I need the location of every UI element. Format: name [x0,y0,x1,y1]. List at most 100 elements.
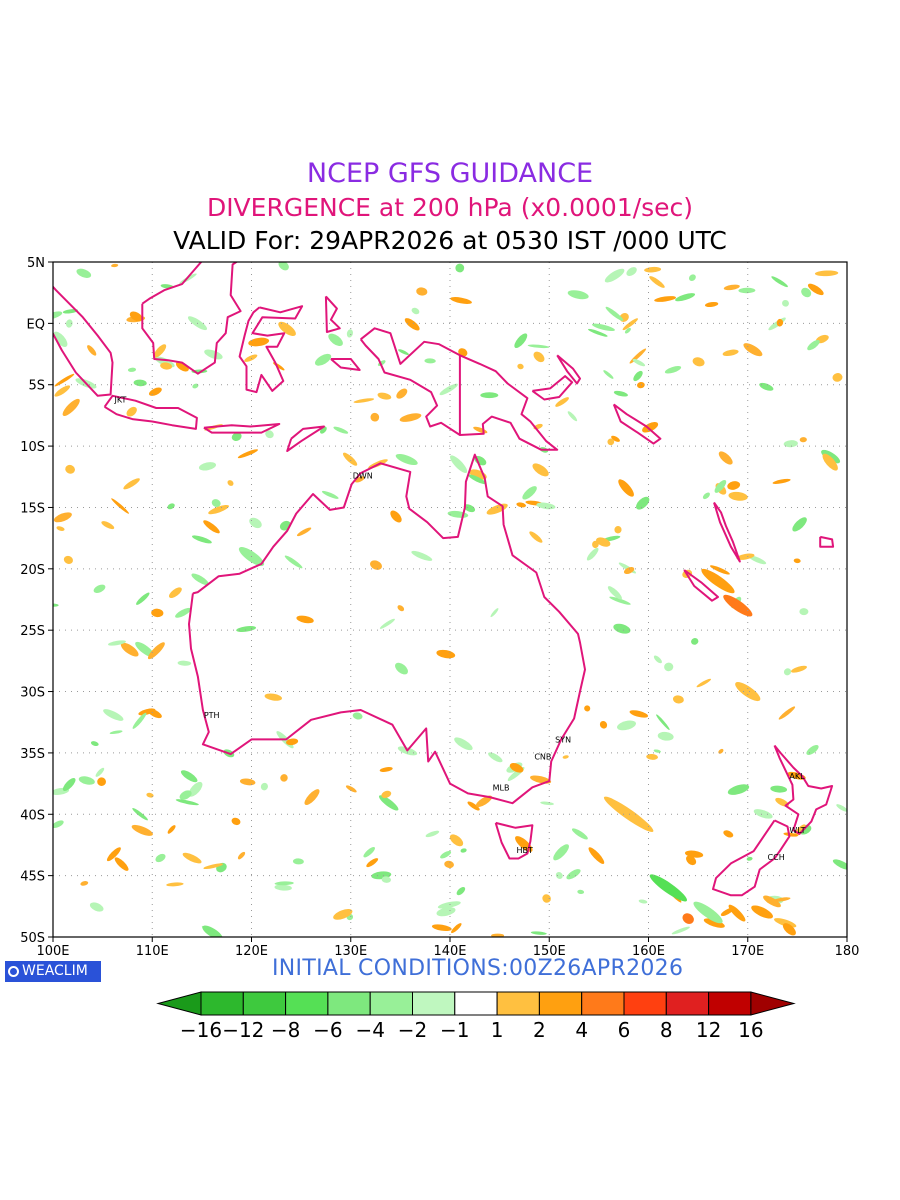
divergence-patch [138,708,156,716]
divergence-patch [89,902,104,912]
divergence-patch [321,490,339,499]
lon-tick-label: 100E [36,944,69,959]
divergence-patch [182,852,202,864]
divergence-patch [596,537,611,547]
divergence-patch [404,318,420,331]
divergence-patch [475,795,493,808]
divergence-patch [490,608,499,618]
divergence-patch [704,301,719,308]
divergence-patch [542,894,551,903]
divergence-patch [738,287,756,294]
lat-tick-label: EQ [27,317,45,332]
divergence-patch [80,881,89,886]
divergence-patch [770,785,788,793]
divergence-patch [198,462,217,471]
divergence-patch [686,855,697,866]
divergence-patch [440,850,452,859]
divergence-patch [370,560,382,570]
divergence-patch [832,373,843,382]
divergence-patch [727,784,750,795]
divergence-patch [771,276,788,288]
divergence-patch [354,476,365,483]
divergence-patch [188,781,203,797]
divergence-patch [604,268,625,283]
divergence-patch [260,782,268,791]
colorbar-box [327,991,371,1016]
divergence-patch [723,830,734,838]
divergence-patch [278,321,296,336]
nz-north-coast [773,744,834,835]
divergence-patch [728,904,746,922]
divergence-patch [632,358,646,367]
flores-chain-coast [203,423,281,434]
divergence-patch [696,678,712,688]
lon-tick-label: 110E [136,944,169,959]
divergence-patch [577,889,585,895]
divergence-patch [603,370,614,379]
divergence-patch [633,370,643,382]
divergence-patch [688,274,696,282]
fiji-coast [819,535,835,548]
divergence-patch [527,344,550,349]
divergence-patch [636,496,650,510]
colorbar-box [369,991,414,1016]
divergence-patch [239,778,256,786]
divergence-patch [264,693,283,701]
city-label-dwn: DWN [353,472,373,481]
colorbar-labels: −16 −12 −8 −6 −4 −2 −1 1 2 4 6 8 12 16 [180,1018,764,1042]
divergence-patch [649,276,665,288]
logo-text: WEACLIM [22,963,88,979]
divergence-patch [774,918,797,928]
chart-subtitle: DIVERGENCE at 200 hPa (x0.0001/sec) [206,193,694,222]
divergence-patch [111,498,129,514]
divergence-patch [108,640,126,646]
divergence-patch [703,918,725,928]
divergence-patch [175,607,192,618]
solomons-coast [612,403,662,445]
divergence-patch [530,931,547,935]
divergence-patch [807,283,824,296]
divergence-patch [480,392,499,399]
divergence-patch [782,923,796,936]
divergence-patch [456,887,466,896]
divergence-patch [135,641,155,658]
colorbar-box [200,991,244,1016]
city-label-wlt: WLT [789,826,805,835]
divergence-patch [727,481,741,490]
divergence-patch [653,749,661,753]
divergence-patch [133,379,147,387]
divergence-patch [657,731,674,741]
divergence-patch [455,263,465,273]
divergence-patch [702,492,710,500]
divergence-patch [783,440,798,448]
divergence-patch [691,638,699,645]
divergence-patch [692,357,705,367]
divergence-patch [467,801,480,811]
divergence-patch [191,535,212,544]
divergence-patch [718,748,724,754]
divergence-patch [296,527,312,537]
divergence-patch [131,824,153,836]
divergence-patch [166,882,184,887]
divergence-patch [618,479,634,497]
divergence-patch [759,382,774,391]
divergence-patch [175,799,199,806]
colorbar-label: −4 [355,1018,384,1042]
divergence-patch [381,790,392,799]
divergence-patch [675,293,696,302]
divergence-patch [114,857,129,871]
divergence-patch [208,504,229,515]
divergence-patch [237,449,258,459]
divergence-patch [607,438,615,446]
divergence-patch [728,491,748,501]
lat-lon-grid [53,262,847,937]
divergence-patch [682,913,694,924]
divergence-patch [529,531,543,543]
lat-tick-label: 15S [20,501,45,516]
divergence-patch [286,738,299,746]
divergence-patch [649,874,688,902]
divergence-patch [449,834,464,847]
lat-tick-label: 35S [20,747,45,762]
divergence-patch [791,665,807,673]
divergence-patch [836,804,847,812]
